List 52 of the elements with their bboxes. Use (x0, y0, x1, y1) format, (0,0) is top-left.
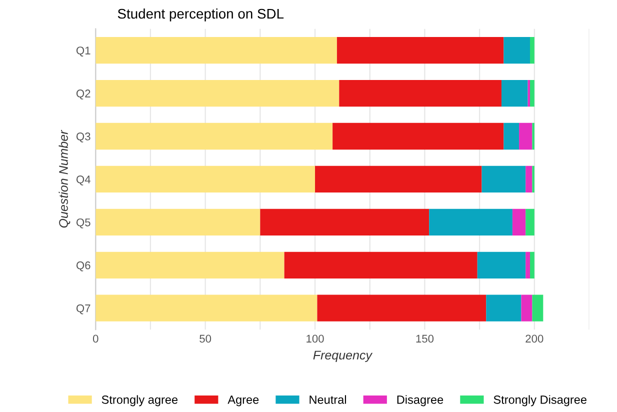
bar (96, 80, 340, 107)
y-tick-label: Q5 (76, 218, 90, 228)
bar (530, 80, 534, 107)
bar (512, 208, 526, 236)
legend-label: Agree (228, 396, 259, 406)
bar (501, 80, 528, 107)
bar (96, 208, 260, 236)
x-tick-label: 50 (200, 334, 212, 343)
bar (504, 122, 520, 150)
y-tick-label: Q7 (76, 304, 90, 314)
legend-label: Neutral (310, 395, 346, 404)
y-tick-label: Q2 (76, 90, 90, 100)
bar (332, 122, 504, 150)
x-tick-label: 100 (306, 334, 324, 343)
bar (532, 294, 544, 322)
legend-label: Disagree (397, 395, 444, 406)
bar (336, 37, 504, 64)
bar (530, 252, 534, 278)
bar (96, 166, 316, 193)
bar (486, 294, 522, 322)
y-axis-title: Question Number (58, 130, 70, 228)
y-tick-label: Q1 (76, 46, 90, 56)
y-tick-label: Q3 (76, 132, 90, 142)
x-axis-title: Frequency (313, 350, 373, 362)
bar (519, 122, 532, 150)
bar (526, 166, 532, 193)
y-tick-label: Q4 (76, 175, 90, 186)
x-tick-label: 0 (92, 334, 98, 343)
bar (96, 294, 318, 322)
bar (96, 122, 333, 150)
bar (477, 252, 526, 278)
bar (260, 208, 430, 236)
x-tick-label: 150 (416, 334, 434, 343)
bar (528, 80, 530, 107)
bar (429, 208, 512, 236)
bar (530, 37, 534, 64)
bar (284, 252, 478, 278)
bar (317, 294, 486, 322)
bar (339, 80, 502, 107)
bar (96, 37, 337, 64)
bar (315, 166, 482, 193)
bar (96, 252, 284, 278)
bar (526, 208, 534, 236)
x-tick-label: 200 (526, 334, 544, 343)
chart-title: Student perception on SDL (118, 8, 284, 22)
legend-label: Strongly Disagree (494, 395, 587, 406)
bar (526, 252, 530, 278)
legend-label: Strongly agree (102, 395, 178, 406)
y-tick-label: Q6 (76, 261, 90, 272)
bar (482, 166, 526, 193)
bar (521, 294, 532, 322)
bar (504, 37, 530, 64)
